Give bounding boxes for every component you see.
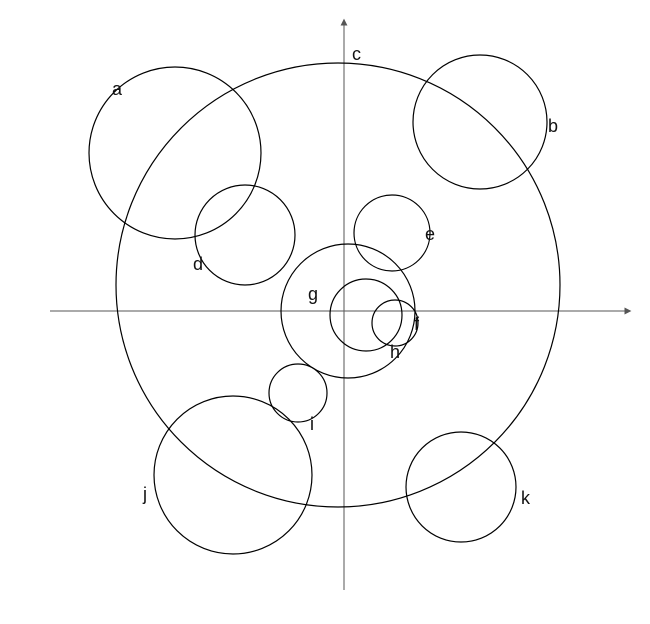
label-i: i [310, 414, 314, 434]
circles-group [89, 55, 560, 554]
label-h: h [390, 342, 400, 362]
label-d: d [193, 254, 203, 274]
circle-d [195, 185, 295, 285]
circle-i [269, 364, 327, 422]
labels-group: c a b d e g fh i j k [112, 44, 558, 508]
circle-c [116, 63, 560, 507]
label-f: f [414, 314, 420, 334]
circle-diagram: c a b d e g fh i j k [0, 0, 650, 624]
label-j: j [142, 484, 147, 504]
label-k: k [521, 488, 531, 508]
circle-f [330, 279, 402, 351]
label-g: g [308, 284, 318, 304]
axes [50, 20, 630, 590]
label-e: e [425, 224, 435, 244]
label-b: b [548, 116, 558, 136]
circle-k [406, 432, 516, 542]
circle-e [354, 195, 430, 271]
label-c: c [352, 44, 361, 64]
circle-h [372, 300, 418, 346]
label-a: a [112, 79, 123, 99]
